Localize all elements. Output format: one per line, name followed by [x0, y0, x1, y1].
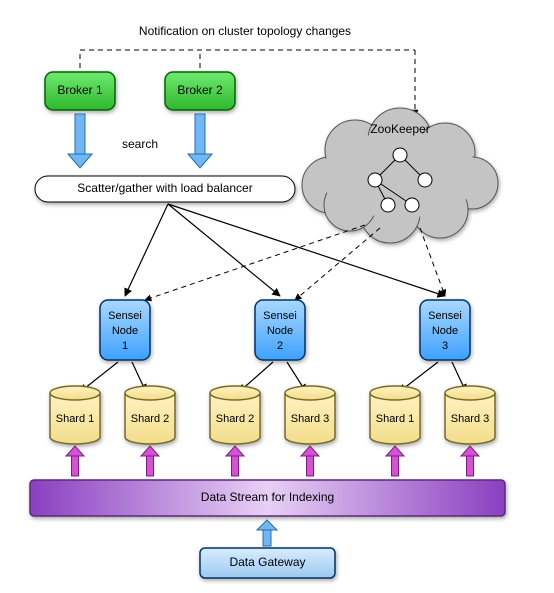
zookeeper-cloud: ZooKeeper	[302, 108, 498, 243]
node-3: Sensei Node 3	[420, 300, 470, 360]
shard-to-stream-arrow	[226, 446, 244, 476]
svg-text:Sensei: Sensei	[108, 310, 142, 322]
search-arrow	[188, 114, 212, 168]
search-label: search	[122, 137, 158, 151]
svg-text:1: 1	[122, 340, 128, 352]
shard-to-stream-arrow	[386, 446, 404, 476]
node-1: Sensei Node 1	[100, 300, 150, 360]
shard-to-stream-arrow	[66, 446, 84, 476]
svg-text:Sensei: Sensei	[263, 310, 297, 322]
search-arrow	[68, 114, 92, 168]
shard-2a: Shard 2	[125, 386, 175, 444]
shard-3b: Shard 3	[445, 386, 495, 444]
node-2: Sensei Node 2	[255, 300, 305, 360]
shard-3a: Shard 3	[285, 386, 335, 444]
topology-note-label: Notification on cluster topology changes	[139, 24, 351, 38]
svg-text:Sensei: Sensei	[428, 310, 462, 322]
data-gateway-box: Data Gateway	[200, 548, 335, 578]
svg-text:Broker 1: Broker 1	[57, 83, 103, 97]
scatter-gather-box: Scatter/gather with load balancer	[35, 176, 295, 202]
shard-1a: Shard 1	[50, 386, 100, 444]
shard-to-stream-arrow	[461, 446, 479, 476]
shard-to-stream-arrow	[141, 446, 159, 476]
svg-text:Node: Node	[267, 325, 293, 337]
svg-text:Shard 1: Shard 1	[56, 413, 95, 425]
shard-2b: Shard 2	[210, 386, 260, 444]
gateway-to-stream-arrow	[257, 520, 277, 546]
svg-text:2: 2	[277, 340, 283, 352]
svg-text:3: 3	[442, 340, 448, 352]
svg-text:Scatter/gather with load balan: Scatter/gather with load balancer	[77, 181, 252, 195]
svg-text:Node: Node	[432, 325, 458, 337]
svg-text:Data Gateway: Data Gateway	[229, 555, 305, 569]
svg-text:Shard 3: Shard 3	[291, 413, 330, 425]
scatter-to-node-edge	[168, 204, 280, 296]
zk-to-node-edge	[145, 225, 365, 300]
shard-to-stream-arrow	[301, 446, 319, 476]
broker-1: Broker 1	[45, 72, 115, 110]
svg-text:Broker 2: Broker 2	[177, 83, 223, 97]
svg-text:Node: Node	[112, 325, 138, 337]
svg-text:Shard 2: Shard 2	[131, 413, 170, 425]
svg-text:Shard 2: Shard 2	[216, 413, 255, 425]
svg-text:Data Stream for Indexing: Data Stream for Indexing	[201, 490, 334, 504]
shard-1b: Shard 1	[370, 386, 420, 444]
scatter-to-node-edge	[125, 204, 168, 296]
svg-text:Shard 1: Shard 1	[376, 413, 415, 425]
broker-2: Broker 2	[165, 72, 235, 110]
data-stream-box: Data Stream for Indexing	[30, 480, 505, 516]
svg-text:ZooKeeper: ZooKeeper	[370, 122, 429, 136]
svg-text:Shard 3: Shard 3	[451, 413, 490, 425]
zk-to-node-edge	[295, 228, 380, 300]
